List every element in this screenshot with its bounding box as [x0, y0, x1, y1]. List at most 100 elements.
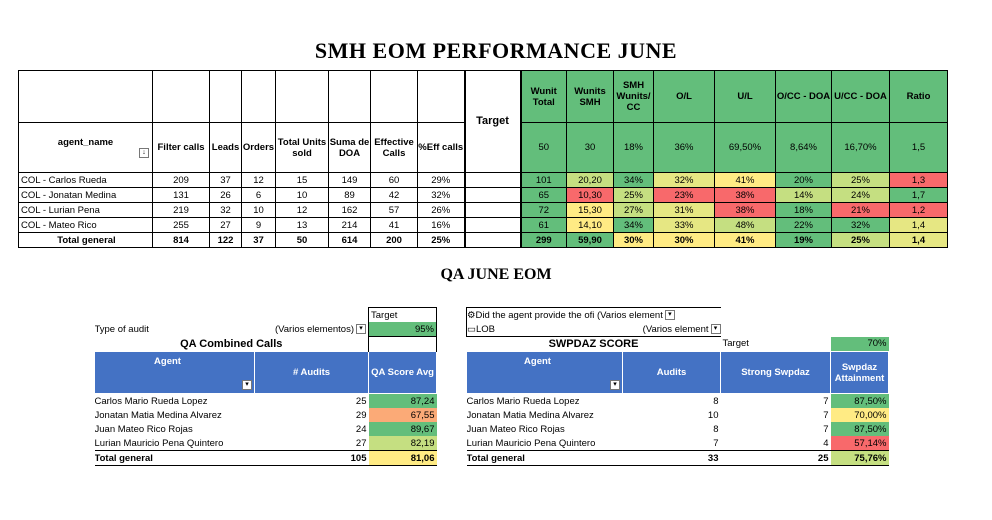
col-header: QA Score Avg — [368, 351, 437, 394]
value-cell: 162 — [328, 202, 371, 218]
target-empty-cell — [464, 187, 522, 203]
target-value: 8,64% — [775, 122, 832, 173]
page-title: SMH EOM PERFORMANCE JUNE — [314, 38, 678, 63]
target-value: 18% — [613, 122, 654, 173]
attainment-cell: 87,50% — [830, 393, 889, 408]
value-cell: 10 — [275, 187, 329, 203]
target-empty-cell — [464, 202, 522, 218]
table-title: QA Combined Calls — [180, 337, 283, 350]
col-header: O/CC - DOA — [775, 70, 832, 123]
agent-name-cell[interactable]: COL - Jonatan Medina — [18, 187, 153, 203]
agent-name-cell[interactable]: Lurian Mauricio Pena Quintero — [94, 437, 224, 449]
target-value: 50 — [520, 122, 567, 173]
value-cell: 149 — [328, 172, 371, 188]
agent-name-cell[interactable]: COL - Lurian Pena — [18, 202, 153, 218]
target-value: 16,70% — [831, 122, 890, 173]
strong-cell: 4 — [823, 437, 829, 449]
agent-name-cell[interactable]: Lurian Mauricio Pena Quintero — [466, 437, 596, 449]
col-header: Swpdaz Attainment — [830, 351, 889, 394]
table-row: Jonatan Matia Medina Alvarez 29 67,55 — [95, 408, 437, 422]
target-value: 95% — [368, 322, 437, 337]
strong-cell: 25 — [720, 450, 831, 466]
filter-lob[interactable]: ▭LOB (Varios element ▾ — [466, 322, 721, 337]
attainment-cell: 87,50% — [830, 422, 889, 436]
col-header-agent[interactable]: Agent ▾ — [466, 351, 623, 394]
agent-name-cell[interactable]: Jonatan Matia Medina Alvarez — [94, 409, 222, 421]
col-header: U/L — [714, 70, 776, 123]
value-cell: 200 — [370, 232, 418, 248]
metric-cell: 61 — [520, 217, 567, 233]
table-title: SWPDAZ SCORE — [548, 338, 639, 350]
metric-cell: 25% — [831, 172, 890, 188]
col-header-agent[interactable]: agent_name ↓ — [18, 122, 153, 173]
filter-did-agent[interactable]: ⚙Did the agent provide the ofi (Varios e… — [466, 307, 721, 322]
score-cell: 82,19 — [368, 436, 437, 451]
col-header: U/CC - DOA — [831, 70, 890, 123]
audits-cell: 10 — [707, 409, 719, 421]
metric-cell: 10,30 — [566, 187, 614, 203]
col-header-agent[interactable]: Agent ▾ — [94, 351, 255, 394]
agent-name-cell[interactable]: Carlos Mario Rueda Lopez — [94, 395, 208, 407]
metric-cell: 38% — [714, 202, 776, 218]
metric-cell: 15,30 — [566, 202, 614, 218]
metric-cell: 14% — [775, 187, 832, 203]
value-cell: 60 — [370, 172, 418, 188]
value-cell: 89 — [328, 187, 371, 203]
qa-title: QA JUNE EOM — [440, 266, 552, 283]
value-cell: 13 — [275, 217, 329, 233]
col-header: # Audits — [254, 351, 369, 394]
value-cell: 32 — [209, 202, 242, 218]
attainment-cell: 75,76% — [830, 450, 889, 466]
total-row: Total general 105 81,06 — [94, 450, 437, 466]
value-cell: 6 — [241, 187, 276, 203]
filter-icon[interactable]: ▾ — [710, 323, 721, 334]
metric-cell: 41% — [714, 232, 776, 248]
metric-cell: 72 — [520, 202, 567, 218]
agent-name-cell[interactable]: COL - Mateo Rico — [18, 217, 153, 233]
value-cell: 27 — [209, 217, 242, 233]
value-cell: 209 — [152, 172, 210, 188]
metric-cell: 27% — [613, 202, 654, 218]
value-cell: 29% — [417, 172, 466, 188]
agent-name-cell[interactable]: Carlos Mario Rueda Lopez — [466, 395, 580, 407]
filter-icon[interactable]: ▾ — [610, 379, 620, 390]
filter-icon[interactable]: ▾ — [664, 309, 675, 320]
filter-icon[interactable]: ▾ — [356, 324, 366, 335]
qa-combined-section: Target Type of audit (Varios elementos) ▾… — [94, 307, 437, 466]
agent-name-cell[interactable]: Juan Mateo Rico Rojas — [466, 423, 565, 435]
filter-icon[interactable]: ▾ — [242, 379, 252, 390]
strong-cell: 7 — [823, 395, 829, 407]
filter-icon[interactable]: ↓ — [139, 148, 149, 158]
metric-cell: 1,4 — [889, 217, 948, 233]
agent-name-cell[interactable]: COL - Carlos Rueda — [18, 172, 153, 188]
value-cell: 26% — [417, 202, 466, 218]
metric-cell: 20,20 — [566, 172, 614, 188]
value-cell: 614 — [328, 232, 371, 248]
audit-type-filter[interactable]: (Varios elementos) ▾ — [255, 322, 369, 337]
agent-name-cell[interactable]: Total general — [18, 232, 153, 248]
target-header: Target — [464, 70, 522, 173]
col-header: Wunit Total — [520, 70, 567, 123]
value-cell: 41 — [370, 217, 418, 233]
value-cell: 57 — [370, 202, 418, 218]
col-header: Leads — [209, 122, 242, 173]
table-row: Carlos Mario Rueda Lopez 8 7 87,50% — [466, 393, 889, 408]
audits-cell: 7 — [713, 437, 719, 449]
total-label: Total general — [94, 450, 255, 466]
attainment-cell: 57,14% — [830, 436, 889, 451]
metric-cell: 22% — [775, 217, 832, 233]
metric-cell: 1,4 — [889, 232, 948, 248]
col-header: Filter calls — [152, 122, 210, 173]
agent-name-cell[interactable]: Juan Mateo Rico Rojas — [94, 423, 193, 435]
target-value: 69,50% — [714, 122, 776, 173]
metric-cell: 1,3 — [889, 172, 948, 188]
score-cell: 87,24 — [368, 393, 437, 408]
target-value: 30 — [566, 122, 614, 173]
metric-cell: 31% — [653, 202, 715, 218]
value-cell: 122 — [209, 232, 242, 248]
value-cell: 26 — [209, 187, 242, 203]
value-cell: 131 — [152, 187, 210, 203]
agent-name-cell[interactable]: Jonatan Matia Medina Alvarez — [466, 409, 594, 421]
score-cell: 81,06 — [368, 450, 437, 466]
col-header: Total Units sold — [275, 122, 329, 173]
